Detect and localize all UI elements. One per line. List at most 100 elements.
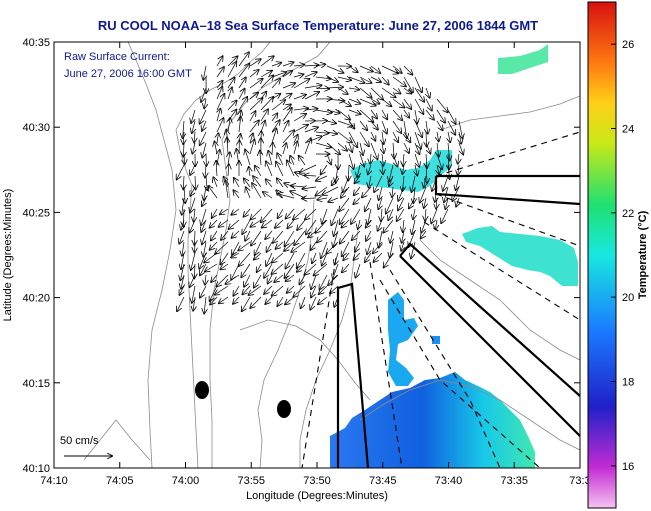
current-vector bbox=[249, 93, 258, 100]
current-vector bbox=[200, 263, 207, 275]
current-vector bbox=[287, 285, 295, 293]
colorbar-label: Temperature (°C) bbox=[637, 210, 649, 299]
y-tick-label: 40:10 bbox=[22, 463, 50, 475]
x-axis: 74:10 74:05 74:00 73:55 73:50 73:45 73:40 73:35… bbox=[40, 42, 591, 487]
current-vector bbox=[238, 89, 245, 100]
lane-dash-6 bbox=[389, 269, 501, 468]
current-vector bbox=[261, 121, 265, 133]
current-vector bbox=[272, 285, 284, 296]
current-vector bbox=[249, 59, 261, 67]
current-vector bbox=[264, 285, 273, 294]
current-vector bbox=[293, 285, 306, 297]
current-vector bbox=[381, 65, 398, 74]
current-vector bbox=[392, 65, 402, 73]
current-vector bbox=[365, 252, 372, 262]
current-vector bbox=[276, 241, 284, 249]
figure-title: RU COOL NOAA–18 Sea Surface Temperature:… bbox=[98, 18, 538, 33]
current-vector bbox=[282, 108, 292, 122]
current-vector bbox=[184, 153, 185, 164]
current-vector bbox=[268, 151, 272, 166]
current-vector bbox=[359, 153, 364, 166]
current-annotation-line2: June 27, 2006 16:00 GMT bbox=[64, 68, 192, 80]
current-vector bbox=[382, 164, 383, 174]
current-vector bbox=[378, 219, 383, 231]
current-vector bbox=[340, 230, 350, 244]
current-vector bbox=[332, 175, 339, 185]
current-vector bbox=[409, 197, 416, 208]
current-vector bbox=[424, 197, 426, 208]
current-vector bbox=[315, 132, 328, 133]
current-vector bbox=[217, 109, 220, 122]
current-vector bbox=[244, 274, 251, 287]
current-vector bbox=[238, 64, 249, 78]
current-vector bbox=[436, 98, 448, 112]
x-axis-label: Longitude (Degrees:Minutes) bbox=[246, 490, 388, 502]
current-vector bbox=[250, 219, 262, 227]
current-vector bbox=[315, 64, 325, 66]
current-vector bbox=[348, 120, 354, 129]
current-vector bbox=[216, 161, 217, 177]
current-vector bbox=[277, 153, 284, 166]
lane-dash-7 bbox=[379, 279, 541, 468]
current-vector bbox=[359, 65, 373, 72]
current-vector bbox=[216, 274, 229, 286]
current-vector bbox=[441, 208, 449, 223]
current-vector bbox=[239, 252, 251, 266]
current-vector bbox=[374, 252, 383, 262]
current-vector bbox=[202, 230, 207, 244]
current-vector bbox=[282, 130, 294, 144]
current-vector bbox=[326, 110, 340, 113]
current-vector bbox=[402, 230, 404, 243]
current-vector bbox=[195, 175, 196, 189]
current-vector bbox=[459, 131, 461, 144]
current-vector bbox=[220, 208, 229, 214]
current-vector bbox=[390, 230, 393, 243]
current-vector bbox=[271, 113, 277, 122]
current-vector bbox=[246, 187, 250, 199]
shipping-lanes bbox=[301, 131, 580, 468]
current-vector bbox=[355, 241, 361, 252]
current-vector bbox=[264, 263, 273, 278]
current-vector bbox=[317, 198, 328, 200]
current-vector bbox=[315, 142, 331, 147]
current-vector bbox=[215, 241, 229, 254]
current-vector bbox=[459, 142, 463, 154]
current-vector bbox=[382, 153, 383, 166]
lane-dash-5 bbox=[369, 261, 403, 468]
current-vector bbox=[254, 252, 262, 260]
current-vector bbox=[426, 120, 428, 134]
current-vector bbox=[177, 296, 185, 311]
current-vector bbox=[352, 230, 361, 240]
current-vector bbox=[286, 208, 295, 219]
y-axis: 40:35 40:30 40:25 40:20 40:15 40:10 bbox=[22, 37, 580, 475]
current-vector bbox=[378, 197, 382, 209]
current-vector bbox=[190, 197, 196, 213]
current-vector bbox=[456, 175, 459, 190]
current-vector bbox=[212, 208, 218, 218]
current-vector bbox=[337, 98, 351, 106]
current-vector bbox=[277, 296, 284, 306]
current-vector bbox=[305, 208, 317, 220]
current-vector bbox=[284, 241, 295, 251]
current-vector bbox=[381, 87, 396, 97]
current-vector bbox=[293, 74, 303, 77]
contour-9 bbox=[83, 419, 151, 461]
current-vector bbox=[285, 230, 295, 246]
current-vector bbox=[316, 175, 328, 181]
lane-dash-3 bbox=[423, 221, 580, 321]
current-vector bbox=[203, 65, 206, 80]
current-vector bbox=[304, 65, 318, 66]
current-vector bbox=[257, 263, 261, 272]
current-vector bbox=[366, 230, 372, 241]
current-vector bbox=[268, 274, 272, 284]
current-vector bbox=[206, 175, 207, 190]
current-vector bbox=[431, 208, 438, 223]
contour-8 bbox=[419, 239, 580, 361]
current-vector bbox=[216, 118, 224, 133]
current-vector bbox=[365, 197, 372, 211]
current-vector bbox=[374, 175, 383, 192]
current-vector bbox=[330, 285, 339, 293]
current-vector bbox=[249, 98, 263, 111]
colorbar-tick-label: 24 bbox=[622, 124, 634, 136]
current-vector bbox=[297, 252, 306, 268]
